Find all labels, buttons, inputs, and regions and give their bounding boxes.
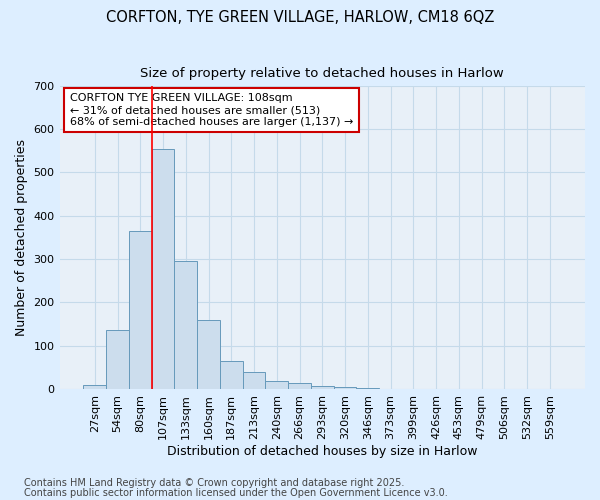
Bar bbox=[197, 320, 220, 389]
Bar bbox=[106, 330, 129, 389]
Text: Contains HM Land Registry data © Crown copyright and database right 2025.: Contains HM Land Registry data © Crown c… bbox=[24, 478, 404, 488]
Bar bbox=[288, 384, 311, 389]
Bar bbox=[356, 388, 379, 389]
Bar bbox=[152, 148, 175, 389]
Bar bbox=[220, 361, 242, 389]
Y-axis label: Number of detached properties: Number of detached properties bbox=[15, 139, 28, 336]
X-axis label: Distribution of detached houses by size in Harlow: Distribution of detached houses by size … bbox=[167, 444, 478, 458]
Bar bbox=[311, 386, 334, 389]
Bar bbox=[334, 387, 356, 389]
Bar bbox=[242, 372, 265, 389]
Bar bbox=[265, 381, 288, 389]
Text: CORFTON, TYE GREEN VILLAGE, HARLOW, CM18 6QZ: CORFTON, TYE GREEN VILLAGE, HARLOW, CM18… bbox=[106, 10, 494, 25]
Bar bbox=[129, 231, 152, 389]
Title: Size of property relative to detached houses in Harlow: Size of property relative to detached ho… bbox=[140, 68, 504, 80]
Bar bbox=[83, 386, 106, 389]
Text: CORFTON TYE GREEN VILLAGE: 108sqm
← 31% of detached houses are smaller (513)
68%: CORFTON TYE GREEN VILLAGE: 108sqm ← 31% … bbox=[70, 94, 353, 126]
Text: Contains public sector information licensed under the Open Government Licence v3: Contains public sector information licen… bbox=[24, 488, 448, 498]
Bar bbox=[175, 261, 197, 389]
